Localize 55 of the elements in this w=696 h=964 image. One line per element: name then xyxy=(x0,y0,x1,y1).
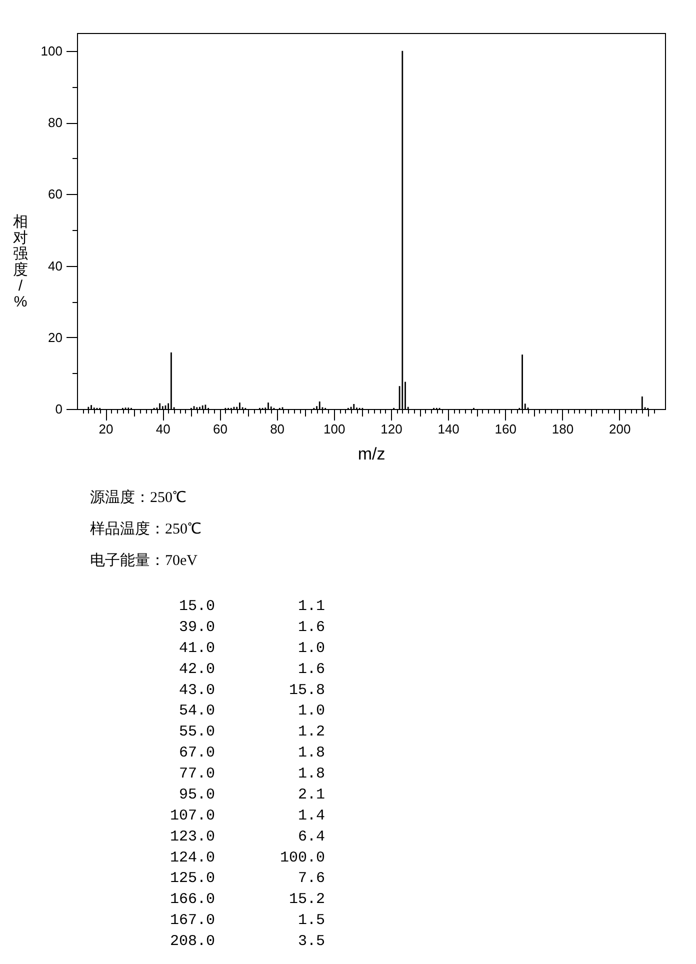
text: 6.4 xyxy=(298,828,325,846)
text: 77.0 xyxy=(178,766,215,783)
text: 7.6 xyxy=(298,870,325,888)
text: 43.0 xyxy=(178,682,215,699)
text: 1.4 xyxy=(298,807,325,824)
text: 208.0 xyxy=(170,933,215,950)
x-tick-label: 40 xyxy=(156,422,170,436)
text: 1.6 xyxy=(298,618,325,636)
text: 15.8 xyxy=(288,682,325,699)
y-tick-label: 0 xyxy=(55,402,62,416)
text: 166.0 xyxy=(170,891,215,908)
text: 1.2 xyxy=(298,724,325,741)
x-tick-label: 20 xyxy=(98,422,114,436)
text: 41.0 xyxy=(178,640,215,657)
text: 样品温度：250℃ xyxy=(90,520,202,538)
x-tick-label: 160 xyxy=(494,422,517,436)
text: 107.0 xyxy=(170,807,215,824)
text: 95.0 xyxy=(178,786,215,804)
text: 1.0 xyxy=(298,640,325,657)
text: 123.0 xyxy=(170,828,215,846)
y-tick-label: 20 xyxy=(48,330,62,345)
x-tick-label: 60 xyxy=(212,422,228,436)
text: 1.6 xyxy=(298,660,325,678)
x-tick-label: 140 xyxy=(438,422,460,436)
y-tick-label: 100 xyxy=(40,43,62,58)
text: 54.0 xyxy=(178,702,215,720)
text: 2.1 xyxy=(298,786,325,804)
text: 39.0 xyxy=(178,618,215,636)
text: 167.0 xyxy=(170,912,215,930)
text: 15.0 xyxy=(178,598,215,615)
y-tick-label: 60 xyxy=(48,186,62,202)
text: 124.0 xyxy=(170,849,215,866)
text: 3.5 xyxy=(298,933,325,950)
y-tick-label: 80 xyxy=(48,115,62,130)
x-axis-title: m/z xyxy=(358,444,386,464)
text: 125.0 xyxy=(170,870,215,888)
text: 15.2 xyxy=(288,891,325,908)
x-tick-label: 80 xyxy=(270,422,285,436)
text: 67.0 xyxy=(178,744,215,762)
x-tick-label: 100 xyxy=(324,422,346,436)
text: 42.0 xyxy=(178,660,215,678)
y-axis-title: 相对强度/% xyxy=(13,214,28,310)
x-tick-label: 180 xyxy=(552,422,574,436)
text: 100.0 xyxy=(280,849,325,866)
x-tick-label: 120 xyxy=(380,422,402,436)
text: 55.0 xyxy=(178,724,215,741)
y-tick-label: 40 xyxy=(48,258,62,274)
text: 源温度：250℃ xyxy=(90,489,186,506)
text: 1.8 xyxy=(298,744,325,762)
text: 1.8 xyxy=(298,766,325,783)
x-tick-label: 200 xyxy=(608,422,631,436)
text: 1.0 xyxy=(298,702,325,720)
text: 电子能量：70eV xyxy=(90,552,198,569)
text: 1.5 xyxy=(298,912,325,930)
text: 1.1 xyxy=(298,598,325,615)
